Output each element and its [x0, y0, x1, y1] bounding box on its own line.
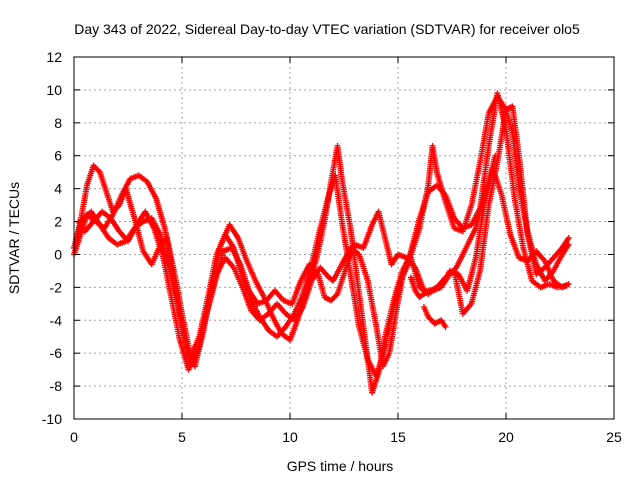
x-tick-label: 0	[70, 429, 78, 445]
plot-frame	[73, 56, 615, 420]
data-point	[565, 235, 572, 241]
series-layer	[71, 90, 572, 396]
y-tick-label: -4	[50, 312, 63, 328]
y-tick-label: -10	[42, 411, 62, 427]
x-tick-label: 15	[390, 429, 406, 445]
data-point	[442, 323, 449, 330]
series-track-e	[407, 152, 499, 330]
y-tick-label: 0	[54, 246, 62, 262]
y-tick-label: 10	[46, 82, 62, 98]
y-tick-label: -8	[50, 378, 63, 394]
x-tick-label: 25	[606, 429, 622, 445]
y-tick-label: 2	[54, 214, 62, 230]
x-tick-label: 10	[282, 429, 298, 445]
series-track-c	[71, 103, 572, 370]
data-point	[565, 281, 572, 288]
series-track-b	[73, 93, 572, 396]
y-tick-label: 6	[54, 148, 62, 164]
y-tick-label: 12	[46, 49, 62, 65]
y-tick-label: -2	[50, 279, 63, 295]
chart-title: Day 343 of 2022, Sidereal Day-to-day VTE…	[74, 21, 580, 37]
y-axis-label: SDTVAR / TECUs	[6, 182, 22, 294]
data-point	[492, 152, 499, 159]
y-tick-label: -6	[50, 345, 63, 361]
x-axis-label: GPS time / hours	[287, 458, 394, 474]
y-tick-label: 8	[54, 115, 62, 131]
x-tick-label: 5	[178, 429, 186, 445]
grid-layer	[74, 57, 614, 419]
tick-layer: 0 5 10 15 20 25 -10 -8 -6 -4 -2 0 2 4 6 8 10 12	[42, 49, 622, 445]
x-tick-label: 20	[498, 429, 514, 445]
y-tick-label: 4	[54, 181, 62, 197]
